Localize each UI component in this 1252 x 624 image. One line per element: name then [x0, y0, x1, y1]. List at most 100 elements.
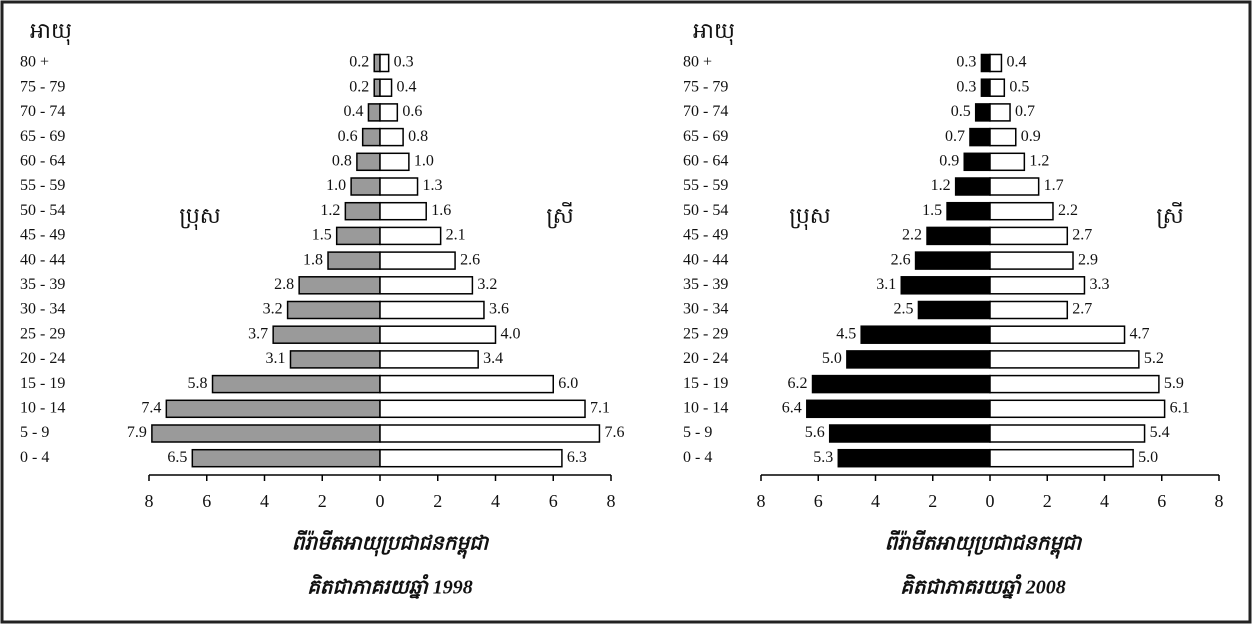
- x-tick-label: 6: [814, 491, 823, 511]
- value-label: 2.7: [1072, 227, 1092, 244]
- x-tick-label: 2: [318, 491, 327, 511]
- age-label: 20 - 24: [683, 350, 728, 367]
- value-label: 0.3: [956, 54, 976, 71]
- value-label: 4.7: [1130, 325, 1150, 342]
- bar: [989, 78, 1006, 97]
- value-label: 1.0: [414, 152, 434, 169]
- age-label: 25 - 29: [20, 325, 65, 342]
- value-label: 0.7: [1015, 103, 1035, 120]
- bar: [980, 53, 991, 73]
- age-label: 60 - 64: [20, 152, 65, 169]
- value-label: 0.7: [945, 128, 965, 145]
- x-tick-label: 2: [433, 491, 442, 511]
- age-label: 35 - 39: [683, 276, 728, 293]
- age-label: 0 - 4: [683, 449, 712, 466]
- value-label: 2.2: [902, 227, 922, 244]
- bar: [379, 103, 399, 122]
- age-label: 30 - 34: [683, 301, 728, 318]
- series-label: ស្រី: [1156, 202, 1184, 229]
- value-label: 5.9: [1164, 375, 1184, 392]
- bar: [379, 448, 563, 468]
- value-label: 3.2: [477, 276, 497, 293]
- bar: [980, 78, 991, 97]
- bar: [989, 53, 1003, 73]
- bar: [373, 78, 381, 97]
- x-tick-label: 8: [607, 491, 616, 511]
- value-label: 3.1: [876, 276, 896, 293]
- bar: [379, 251, 456, 270]
- value-label: 1.5: [312, 227, 332, 244]
- value-label: 0.9: [1021, 128, 1041, 145]
- value-label: 3.7: [248, 325, 268, 342]
- x-tick-label: 8: [1215, 491, 1224, 511]
- age-label: 70 - 74: [20, 103, 65, 120]
- bar: [356, 152, 381, 172]
- value-label: 3.6: [489, 301, 509, 318]
- x-tick-label: 6: [1157, 491, 1166, 511]
- bar: [379, 300, 485, 320]
- series-label: ស្រី: [546, 202, 574, 229]
- value-label: 7.1: [590, 399, 610, 416]
- value-label: 0.6: [338, 128, 358, 145]
- value-label: 5.3: [813, 449, 833, 466]
- x-tick-label: 8: [145, 491, 154, 511]
- value-label: 0.8: [332, 152, 352, 169]
- value-label: 0.4: [397, 78, 417, 95]
- value-label: 0.2: [349, 78, 369, 95]
- bar: [379, 276, 474, 295]
- value-label: 2.9: [1078, 251, 1098, 268]
- bar: [828, 424, 991, 443]
- bar: [379, 226, 442, 246]
- age-label: 15 - 19: [683, 375, 728, 392]
- value-label: 5.6: [805, 424, 825, 441]
- age-label: 55 - 59: [20, 177, 65, 194]
- bar: [165, 399, 381, 419]
- chart-subtitle: គិតជាភាគរយឆ្នាំ 1998: [307, 574, 473, 600]
- age-label: 45 - 49: [20, 227, 65, 244]
- age-label: 5 - 9: [683, 424, 712, 441]
- value-label: 0.3: [394, 54, 414, 71]
- age-label: 75 - 79: [20, 78, 65, 95]
- bar: [989, 374, 1160, 394]
- bar: [914, 251, 991, 270]
- age-label: 25 - 29: [683, 325, 728, 342]
- value-label: 2.6: [891, 251, 911, 268]
- age-label: 60 - 64: [683, 152, 728, 169]
- bar: [379, 374, 554, 394]
- bar: [989, 350, 1140, 369]
- age-label: 65 - 69: [683, 128, 728, 145]
- bar: [379, 53, 390, 73]
- bar: [900, 276, 991, 295]
- bar: [211, 374, 381, 394]
- value-label: 0.9: [939, 152, 959, 169]
- bar: [335, 226, 381, 246]
- series-label: ប្រុស: [179, 203, 220, 230]
- value-label: 1.2: [320, 202, 340, 219]
- value-label: 6.5: [167, 449, 187, 466]
- value-label: 2.5: [893, 301, 913, 318]
- age-label: 35 - 39: [20, 276, 65, 293]
- bar: [989, 177, 1040, 196]
- bar: [379, 78, 393, 97]
- value-label: 2.6: [460, 251, 480, 268]
- value-label: 6.4: [782, 399, 802, 416]
- age-label: 70 - 74: [683, 103, 728, 120]
- x-tick-label: 8: [757, 491, 766, 511]
- bar: [373, 53, 381, 73]
- bar: [989, 152, 1026, 172]
- value-label: 2.8: [274, 276, 294, 293]
- value-label: 1.5: [922, 202, 942, 219]
- age-label: 30 - 34: [20, 301, 65, 318]
- value-label: 0.8: [408, 128, 428, 145]
- bar: [954, 177, 991, 196]
- bar: [298, 276, 381, 295]
- age-label: 50 - 54: [20, 202, 65, 219]
- chart-subtitle: គិតជាភាគរយឆ្នាំ 2008: [900, 574, 1066, 600]
- age-label: 45 - 49: [683, 227, 728, 244]
- value-label: 6.3: [567, 449, 587, 466]
- value-label: 5.0: [822, 350, 842, 367]
- age-label: 80 +: [683, 54, 712, 71]
- bar: [974, 103, 991, 122]
- x-tick-label: 4: [871, 491, 880, 511]
- bar: [989, 201, 1054, 221]
